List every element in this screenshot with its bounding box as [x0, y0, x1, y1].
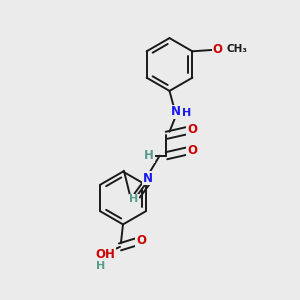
Text: OH: OH [95, 248, 115, 261]
Text: H: H [96, 261, 105, 271]
Text: H: H [144, 149, 154, 162]
Text: O: O [136, 234, 146, 248]
Text: O: O [213, 43, 223, 56]
Text: N: N [170, 105, 181, 119]
Text: H: H [182, 108, 191, 118]
Text: H: H [130, 194, 139, 204]
Text: CH₃: CH₃ [226, 44, 247, 54]
Text: O: O [187, 123, 197, 136]
Text: N: N [142, 172, 153, 185]
Text: O: O [187, 144, 197, 157]
